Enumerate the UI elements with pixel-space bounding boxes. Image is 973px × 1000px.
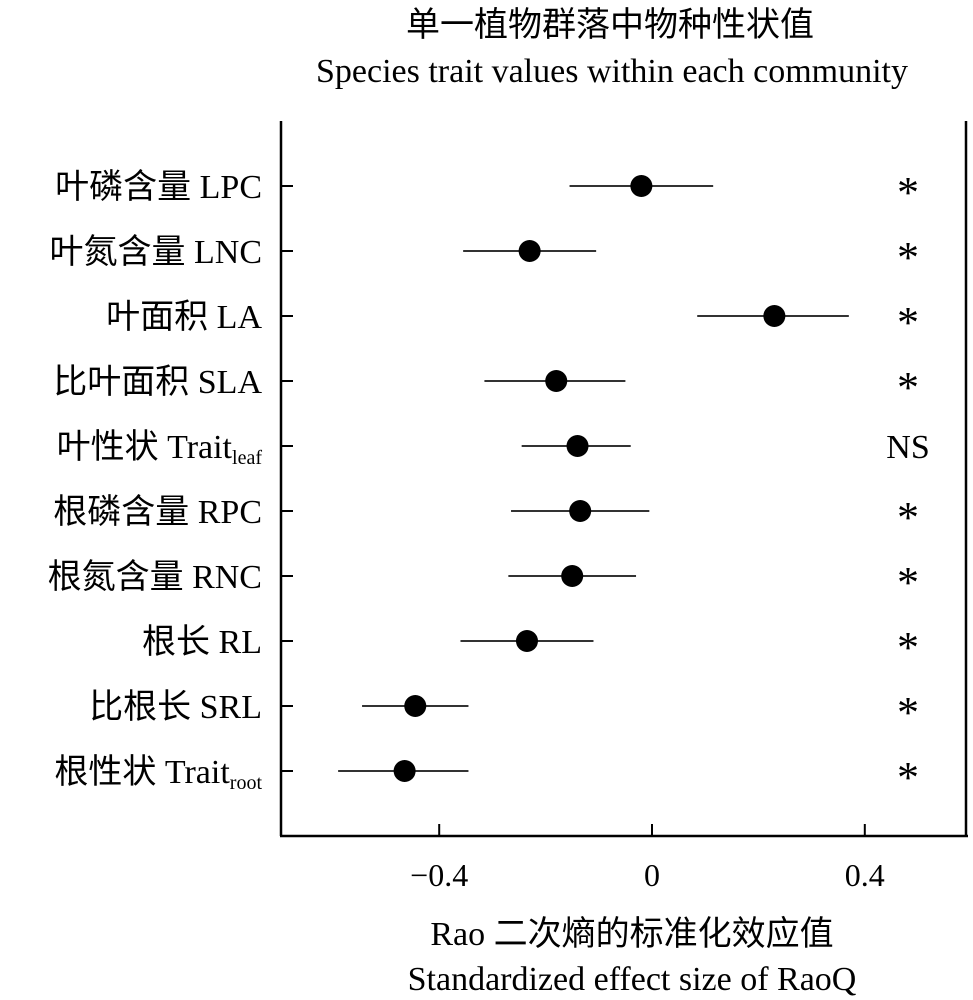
- category-label: 比根长 SRL: [89, 689, 262, 726]
- effect-point: [545, 370, 568, 392]
- category-label: 叶氮含量 LNC: [50, 233, 263, 271]
- effect-point: [763, 305, 786, 327]
- category-label: 叶性状 Traitleaf: [57, 428, 263, 469]
- category-label: 根性状 Traitroot: [54, 753, 262, 794]
- significance-label: *: [897, 558, 919, 607]
- significance-label: *: [897, 688, 919, 737]
- significance-label: *: [897, 298, 919, 347]
- effect-point: [566, 435, 589, 457]
- significance-label: NS: [886, 429, 929, 466]
- x-axis-label: Rao 二次熵的标准化效应值: [430, 915, 833, 953]
- trait-row: 比叶面积 SLA *: [53, 363, 919, 412]
- category-subscript: leaf: [232, 447, 262, 469]
- significance-label: *: [897, 493, 919, 542]
- effect-point: [404, 695, 427, 717]
- significance-label: *: [897, 168, 919, 217]
- trait-row: 根磷含量 RPC *: [53, 493, 919, 542]
- category-label: 根磷含量 RPC: [53, 493, 262, 531]
- chart-title: 单一植物群落中物种性状值: [406, 6, 814, 44]
- trait-row: 根性状 Traitroot *: [54, 753, 919, 802]
- chart-subtitle: Species trait values within each communi…: [316, 53, 908, 90]
- effect-point: [518, 240, 541, 262]
- category-label: 根长 RL: [142, 624, 262, 661]
- trait-row: 根氮含量 RNC *: [48, 558, 919, 607]
- x-tick-label: 0: [644, 857, 660, 893]
- trait-row: 根长 RL *: [142, 623, 919, 672]
- x-tick-label: −0.4: [410, 857, 468, 893]
- category-label: 叶面积 LA: [106, 299, 262, 336]
- category-label: 根氮含量 RNC: [48, 558, 262, 596]
- effect-point: [393, 760, 416, 782]
- trait-row: 比根长 SRL *: [89, 688, 919, 737]
- category-label: 叶磷含量 LPC: [55, 168, 262, 206]
- significance-label: *: [897, 753, 919, 802]
- trait-row: 叶性状 Traitleaf NS: [57, 428, 930, 469]
- significance-label: *: [897, 363, 919, 412]
- trait-rows: 叶磷含量 LPC * 叶氮含量 LNC * 叶面积 LA * 比叶面积 SLA * 叶性状 Tr…: [48, 168, 930, 802]
- effect-point: [561, 565, 584, 587]
- effect-point: [515, 630, 538, 652]
- x-ticks: −0.4 0 0.4: [410, 824, 885, 893]
- x-tick-label: 0.4: [845, 857, 885, 893]
- x-axis-label-english: Standardized effect size of RaoQ: [408, 961, 857, 998]
- significance-label: *: [897, 233, 919, 282]
- trait-row: 叶磷含量 LPC *: [55, 168, 919, 217]
- category-subscript: root: [230, 772, 263, 794]
- trait-row: 叶氮含量 LNC *: [50, 233, 920, 282]
- effect-point: [569, 500, 592, 522]
- category-label: 比叶面积 SLA: [53, 364, 262, 401]
- significance-label: *: [897, 623, 919, 672]
- trait-row: 叶面积 LA *: [106, 298, 919, 347]
- effect-point: [630, 175, 653, 197]
